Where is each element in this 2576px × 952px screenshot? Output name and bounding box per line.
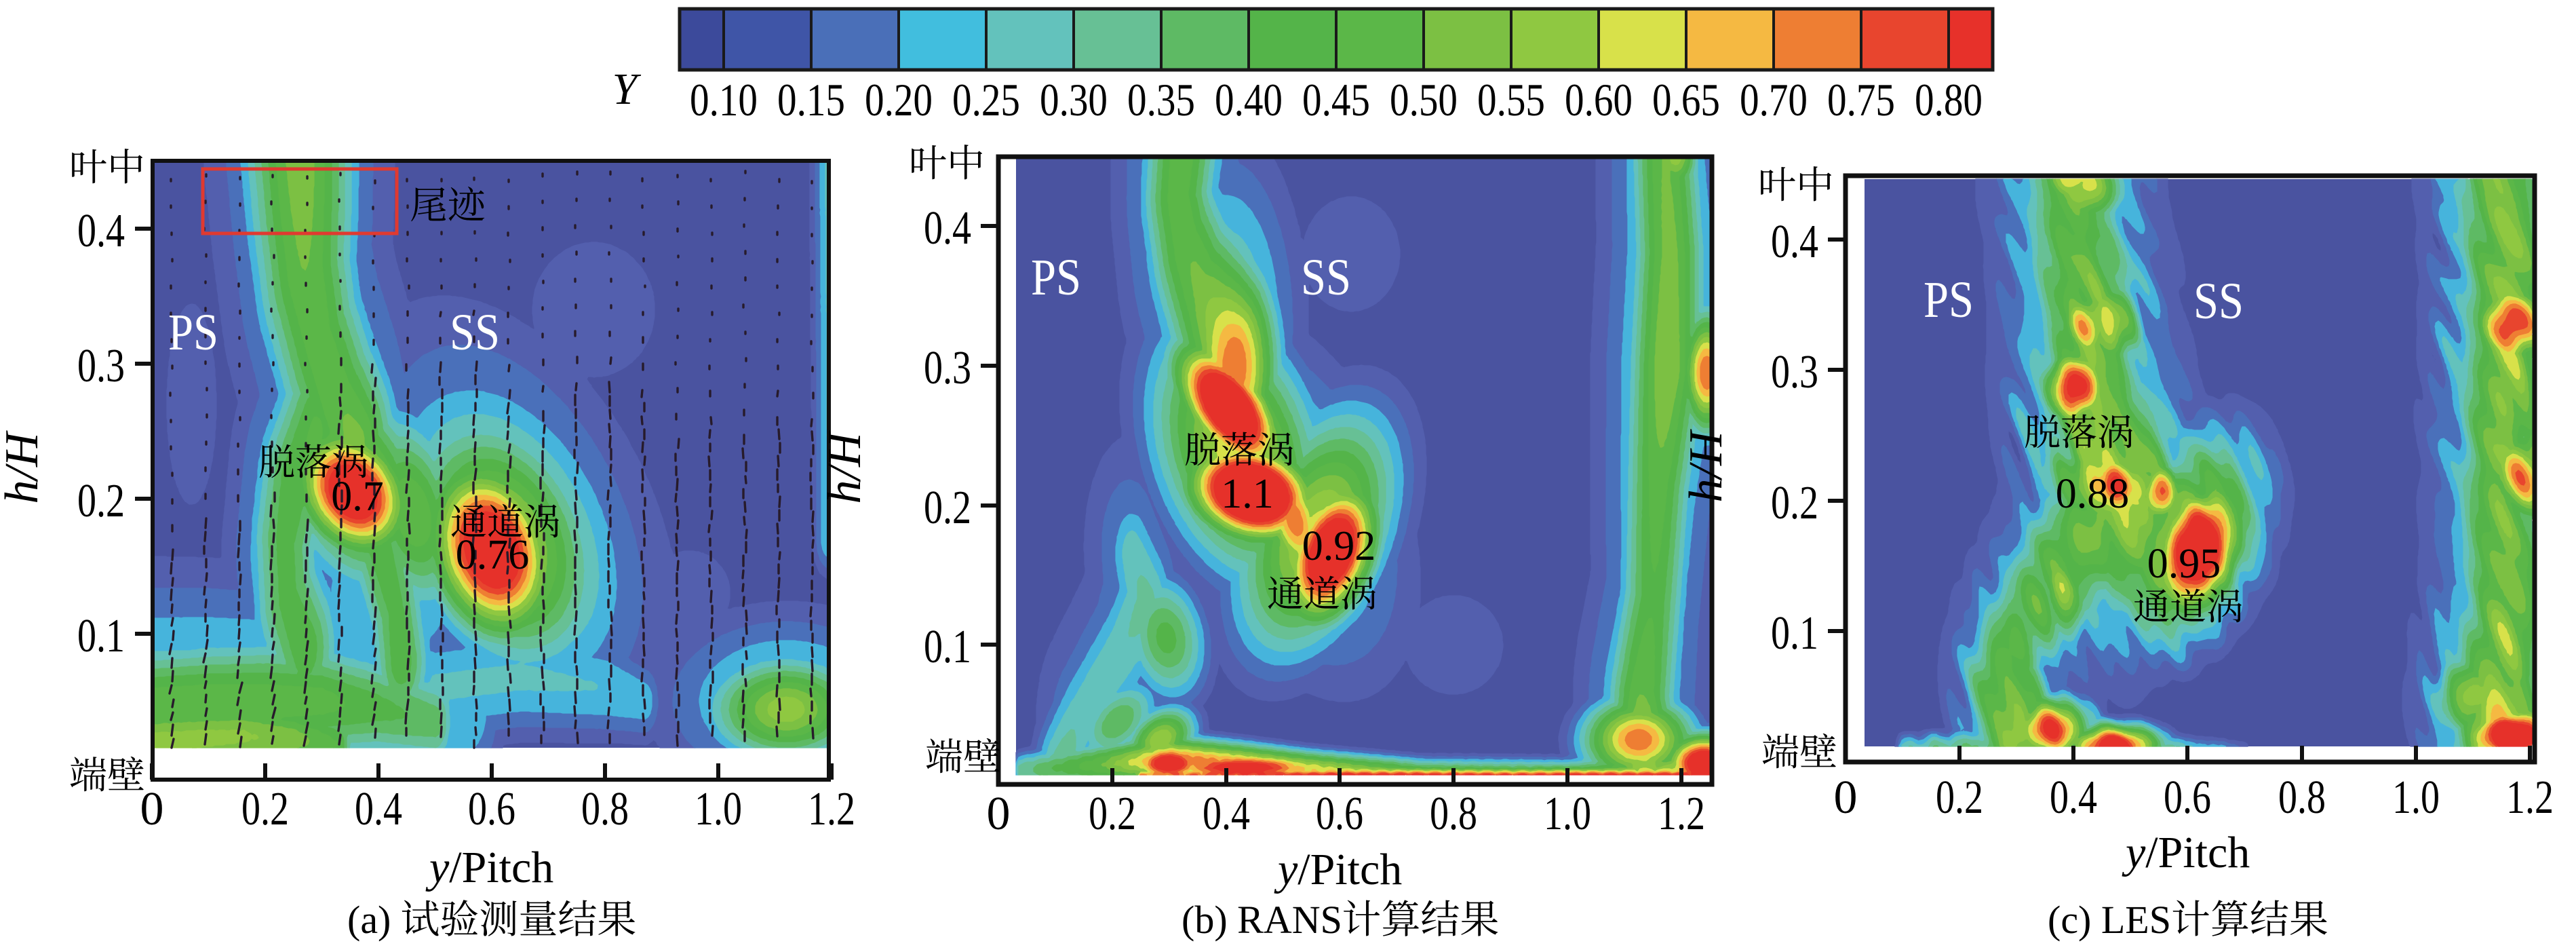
svg-text:0.3: 0.3: [77, 340, 125, 392]
svg-text:(b) RANS: (b) RANS: [1182, 898, 1342, 942]
svg-text:0.80: 0.80: [1915, 74, 1983, 126]
svg-text:h/H: h/H: [0, 430, 48, 503]
svg-text:0.4: 0.4: [1771, 216, 1818, 268]
svg-text:0.4: 0.4: [77, 205, 125, 257]
svg-text:Y: Y: [612, 64, 642, 114]
svg-text:0: 0: [1834, 772, 1858, 824]
svg-text:0.2: 0.2: [924, 482, 971, 534]
svg-text:y/Pitch: y/Pitch: [1274, 845, 1402, 894]
svg-text:0.30: 0.30: [1040, 74, 1108, 126]
svg-text:0.8: 0.8: [2278, 772, 2326, 824]
svg-text:0.25: 0.25: [952, 74, 1020, 126]
svg-text:0.6: 0.6: [2164, 772, 2211, 824]
svg-text:1.2: 1.2: [808, 783, 855, 835]
svg-text:0.40: 0.40: [1215, 74, 1283, 126]
svg-text:0.1: 0.1: [924, 621, 971, 673]
svg-text:0.8: 0.8: [581, 783, 629, 835]
svg-text:1.0: 1.0: [2392, 772, 2440, 824]
svg-text:(a): (a): [347, 898, 391, 942]
svg-text:0.1: 0.1: [77, 610, 125, 662]
svg-text:1.0: 1.0: [695, 783, 742, 835]
svg-text:0.2: 0.2: [1771, 477, 1818, 529]
svg-text:1.2: 1.2: [1658, 788, 1705, 840]
svg-text:0.4: 0.4: [924, 202, 971, 254]
svg-text:0.8: 0.8: [1430, 788, 1477, 840]
svg-text:0.4: 0.4: [1203, 788, 1250, 840]
svg-text:0.92: 0.92: [1302, 523, 1376, 569]
svg-text:0.3: 0.3: [924, 342, 971, 394]
svg-text:0.6: 0.6: [468, 783, 515, 835]
svg-text:0.60: 0.60: [1565, 74, 1633, 126]
svg-text:0.75: 0.75: [1827, 74, 1895, 126]
svg-text:(c) LES: (c) LES: [2048, 898, 2171, 942]
svg-text:0.3: 0.3: [1771, 346, 1818, 398]
svg-text:PS: PS: [1031, 249, 1081, 306]
svg-text:SS: SS: [2193, 273, 2244, 330]
svg-text:0.35: 0.35: [1127, 74, 1195, 126]
svg-text:y/Pitch: y/Pitch: [2122, 828, 2250, 877]
svg-text:1.0: 1.0: [1544, 788, 1591, 840]
svg-text:0.2: 0.2: [1089, 788, 1136, 840]
svg-text:0.2: 0.2: [77, 475, 125, 527]
svg-text:0.6: 0.6: [1316, 788, 1363, 840]
svg-text:SS: SS: [1301, 249, 1351, 306]
svg-text:0: 0: [140, 783, 164, 835]
svg-text:0.50: 0.50: [1390, 74, 1458, 126]
svg-text:0.65: 0.65: [1652, 74, 1720, 126]
svg-text:0.15: 0.15: [777, 74, 845, 126]
svg-text:h/H: h/H: [1680, 429, 1732, 502]
svg-text:0.2: 0.2: [241, 783, 289, 835]
svg-text:0.10: 0.10: [690, 74, 758, 126]
svg-text:SS: SS: [450, 304, 500, 361]
svg-text:1.2: 1.2: [2506, 772, 2554, 824]
svg-text:0.95: 0.95: [2147, 541, 2221, 587]
svg-text:0.7: 0.7: [331, 474, 384, 520]
svg-text:0.1: 0.1: [1771, 607, 1818, 660]
svg-text:h/H: h/H: [819, 430, 871, 503]
svg-text:0.76: 0.76: [456, 532, 530, 578]
svg-text:0: 0: [987, 788, 1011, 840]
svg-text:0.2: 0.2: [1936, 772, 1983, 824]
svg-text:PS: PS: [1924, 271, 1974, 328]
svg-text:0.55: 0.55: [1477, 74, 1545, 126]
svg-text:PS: PS: [168, 304, 218, 361]
svg-text:y/Pitch: y/Pitch: [425, 843, 553, 892]
svg-text:0.20: 0.20: [865, 74, 933, 126]
svg-text:1.1: 1.1: [1221, 471, 1274, 517]
svg-text:0.4: 0.4: [355, 783, 402, 835]
svg-text:0.4: 0.4: [2050, 772, 2097, 824]
svg-text:0.45: 0.45: [1302, 74, 1370, 126]
svg-text:0.88: 0.88: [2056, 471, 2130, 517]
svg-text:0.70: 0.70: [1740, 74, 1808, 126]
